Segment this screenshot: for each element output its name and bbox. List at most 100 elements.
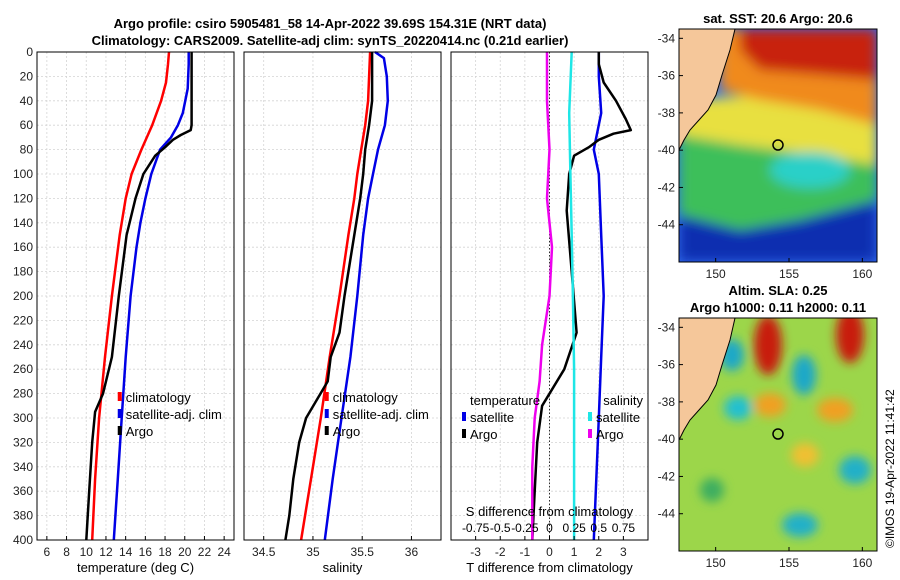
legend-title-temperature: temperature [470, 393, 540, 408]
series-line-salinity-satellite [567, 51, 576, 540]
sst-warm-core [740, 29, 877, 80]
series-line-satellite-adj-clim [323, 50, 390, 541]
x-tick-label: 10 [80, 545, 94, 559]
x-tick-label: 8 [63, 545, 70, 559]
map-y-tick-label: -40 [658, 143, 676, 157]
sla-low-4 [839, 456, 871, 484]
map-y-tick-label: -36 [658, 69, 676, 83]
x-tick-label: -2 [495, 545, 506, 559]
y-tick-label: 0 [26, 45, 33, 59]
sla-low-2 [792, 355, 816, 395]
y-tick-label: 220 [13, 313, 33, 327]
y-tick-label: 140 [13, 216, 33, 230]
sst-land [679, 29, 736, 151]
x-tick-label: 22 [198, 545, 212, 559]
sst-map-title: sat. SST: 20.6 Argo: 20.6 [703, 11, 853, 26]
sst-yellow-band [679, 95, 877, 165]
y-tick-label: 100 [13, 167, 33, 181]
sst-cyan-patch [770, 152, 850, 188]
x-tick-label: 16 [139, 545, 153, 559]
legend-entry: satellite-adj. clim [126, 407, 222, 422]
temperature-panel: 6 8 10 12 14 16 18 20 22 24 temperature (deg C) 0 20… [13, 45, 235, 575]
legend-entry: satellite-adj. clim [333, 407, 429, 422]
y-tick-label: 340 [13, 460, 33, 474]
top-tick-label: 0.5 [590, 521, 607, 535]
sla-map-title-line1: Altim. SLA: 0.25 [728, 283, 828, 298]
sla-orange-2 [817, 398, 853, 422]
map-x-tick-label: 155 [779, 267, 799, 281]
legend-entry: climatology [333, 390, 399, 405]
x-tick-label: 14 [119, 545, 133, 559]
sla-land [679, 318, 736, 441]
series-line-argo [284, 52, 374, 541]
difference-panel: -3 -2 -1 0 1 2 3T difference from climatology t… [450, 51, 649, 575]
top-tick-label: -0.75 [462, 521, 490, 535]
map-y-tick-label: -42 [658, 180, 676, 194]
y-tick-label: 380 [13, 509, 33, 523]
x-tick-label: 0 [546, 545, 553, 559]
sla-map-title-line2: Argo h1000: 0.11 h2000: 0.11 [689, 300, 867, 315]
y-tick-label: 120 [13, 191, 33, 205]
map-x-tick-label: 160 [852, 556, 872, 570]
map-y-tick-label: -38 [658, 106, 676, 120]
map-y-tick-label: -36 [658, 358, 676, 372]
y-tick-label: 60 [20, 118, 34, 132]
legend-entry: satellite [596, 410, 640, 425]
y-tick-label: 200 [13, 289, 33, 303]
x-tick-label: 35.5 [351, 545, 375, 559]
sla-high-2 [836, 318, 864, 363]
series-line-temperature-satellite [592, 52, 605, 541]
x-tick-label: 36 [405, 545, 419, 559]
y-tick-label: 240 [13, 338, 33, 352]
top-tick-label: 0 [546, 521, 553, 535]
sst-argo-marker [772, 139, 784, 151]
sla-map: 150 155 160 -34 -36 -38 -40 -42 -44 [658, 317, 878, 570]
legend-entry: Argo [596, 427, 623, 442]
y-tick-label: 360 [13, 484, 33, 498]
top-tick-label: 0.25 [562, 521, 586, 535]
sla-argo-marker [772, 428, 784, 440]
legend-entry: climatology [126, 390, 192, 405]
sla-high-1 [754, 318, 782, 375]
top-tick-label: -0.5 [490, 521, 511, 535]
map-y-tick-label: -44 [658, 218, 676, 232]
map-x-tick-label: 150 [706, 267, 726, 281]
map-y-tick-label: -44 [658, 507, 676, 521]
series-line-climatology [299, 51, 372, 541]
x-tick-label: 34.5 [252, 545, 276, 559]
y-tick-label: 320 [13, 435, 33, 449]
x-tick-label: 12 [99, 545, 113, 559]
y-tick-label: 300 [13, 411, 33, 425]
y-tick-label: 260 [13, 362, 33, 376]
x-tick-label: 3 [620, 545, 627, 559]
y-tick-label: 280 [13, 387, 33, 401]
sla-orange-1 [754, 393, 786, 417]
y-tick-label: 400 [13, 533, 33, 547]
figure-title-line2: Climatology: CARS2009. Satellite-adj cli… [91, 33, 569, 48]
x-axis-label: T difference from climatology [466, 560, 633, 575]
series-line-salinity-argo [531, 52, 554, 540]
map-y-tick-label: -38 [658, 395, 676, 409]
series-line-argo [85, 52, 193, 541]
map-x-tick-label: 160 [852, 267, 872, 281]
series-line-climatology [90, 51, 171, 541]
axes-box [243, 51, 442, 541]
series-line-satellite-adj-clim [112, 52, 190, 541]
x-tick-label: 35 [306, 545, 320, 559]
legend-entry: Argo [333, 424, 360, 439]
x-tick-label: 24 [217, 545, 231, 559]
map-x-tick-label: 155 [779, 556, 799, 570]
salinity-panel: 34.5 35 35.5 36 salinity climatology satellite… [243, 50, 442, 575]
map-y-tick-label: -34 [658, 320, 676, 334]
map-y-tick-label: -42 [658, 469, 676, 483]
x-axis-label: salinity [323, 560, 363, 575]
series-line-temperature-argo [531, 52, 633, 541]
legend-entry: Argo [470, 427, 497, 442]
top-axis-label: S difference from climatology [466, 504, 634, 519]
legend-entry: Argo [126, 424, 153, 439]
map-y-tick-label: -40 [658, 432, 676, 446]
x-tick-label: 1 [571, 545, 578, 559]
map-y-tick-label: -34 [658, 31, 676, 45]
x-tick-label: 2 [595, 545, 602, 559]
